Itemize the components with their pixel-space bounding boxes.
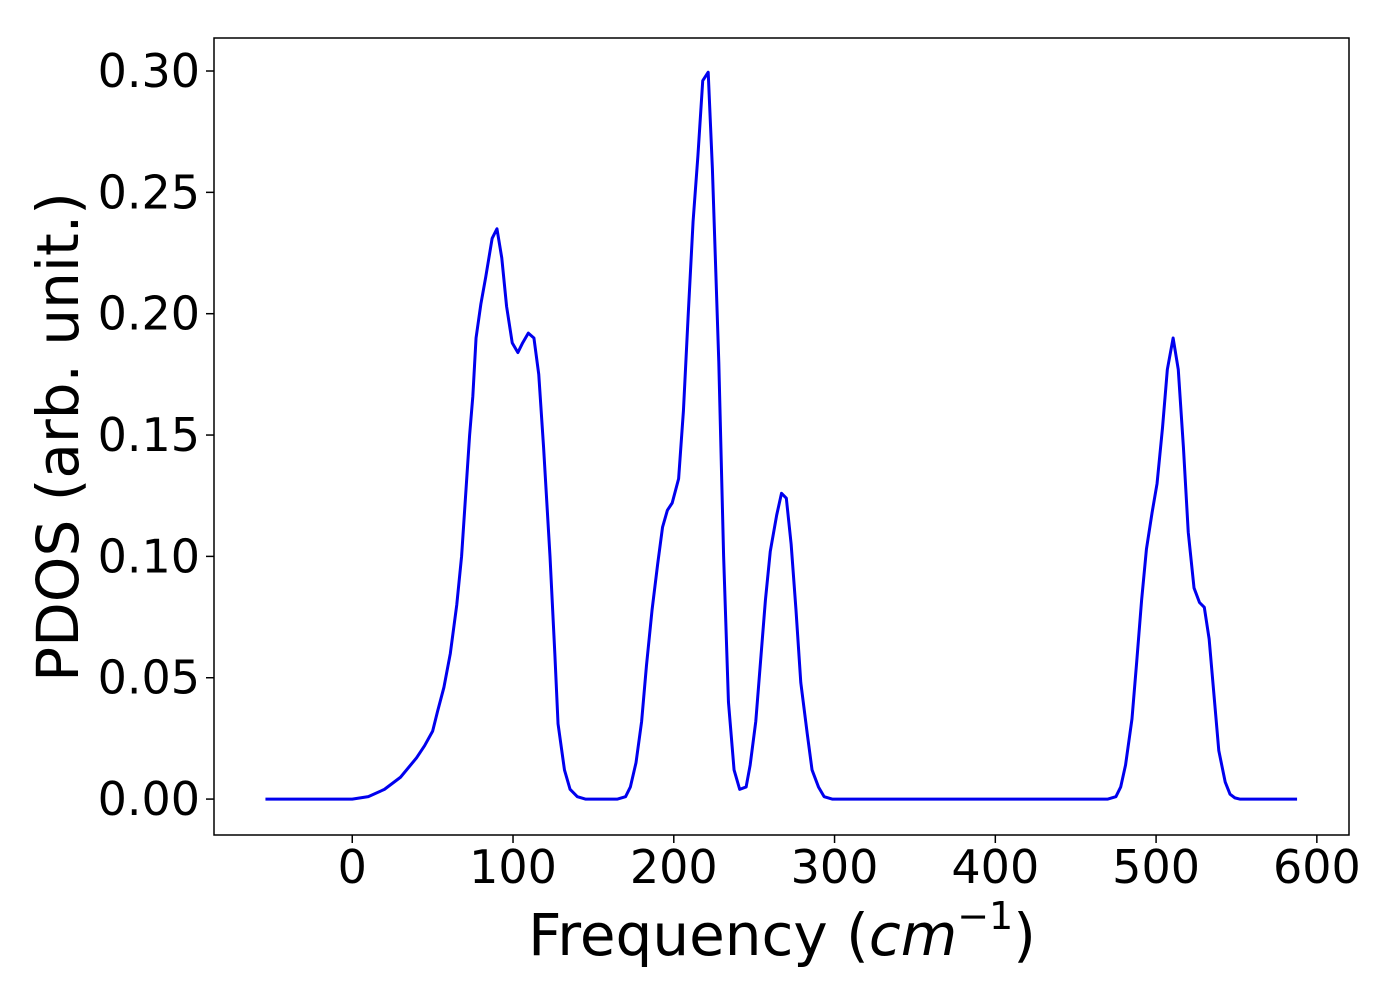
y-tick-label: 0.20	[98, 287, 200, 341]
pdos-line	[265, 70, 1298, 801]
plot-frame	[213, 37, 1350, 836]
x-tick-label: 600	[1273, 840, 1361, 894]
x-label-part: −1	[957, 894, 1013, 938]
x-tick-label: 100	[469, 840, 557, 894]
y-tick-label: 0.05	[98, 651, 200, 705]
x-tick-label: 300	[791, 840, 879, 894]
x-tick-label: 200	[630, 840, 718, 894]
y-tick-label: 0.25	[98, 165, 200, 219]
y-axis-label: PDOS (arb. unit.)	[24, 192, 92, 682]
x-label-part: cm	[869, 901, 957, 969]
x-tick-label: 500	[1112, 840, 1200, 894]
x-axis-label: Frequency (cm−1)	[528, 894, 1036, 969]
x-tick-label: 0	[338, 840, 367, 894]
y-tick-label: 0.10	[98, 529, 200, 583]
y-tick-label: 0.15	[98, 408, 200, 462]
x-label-part: Frequency (	[528, 901, 869, 969]
y-tick-label: 0.30	[98, 44, 200, 98]
x-label-part: )	[1013, 901, 1036, 969]
x-tick-label: 400	[951, 840, 1039, 894]
y-tick-label: 0.00	[98, 772, 200, 826]
